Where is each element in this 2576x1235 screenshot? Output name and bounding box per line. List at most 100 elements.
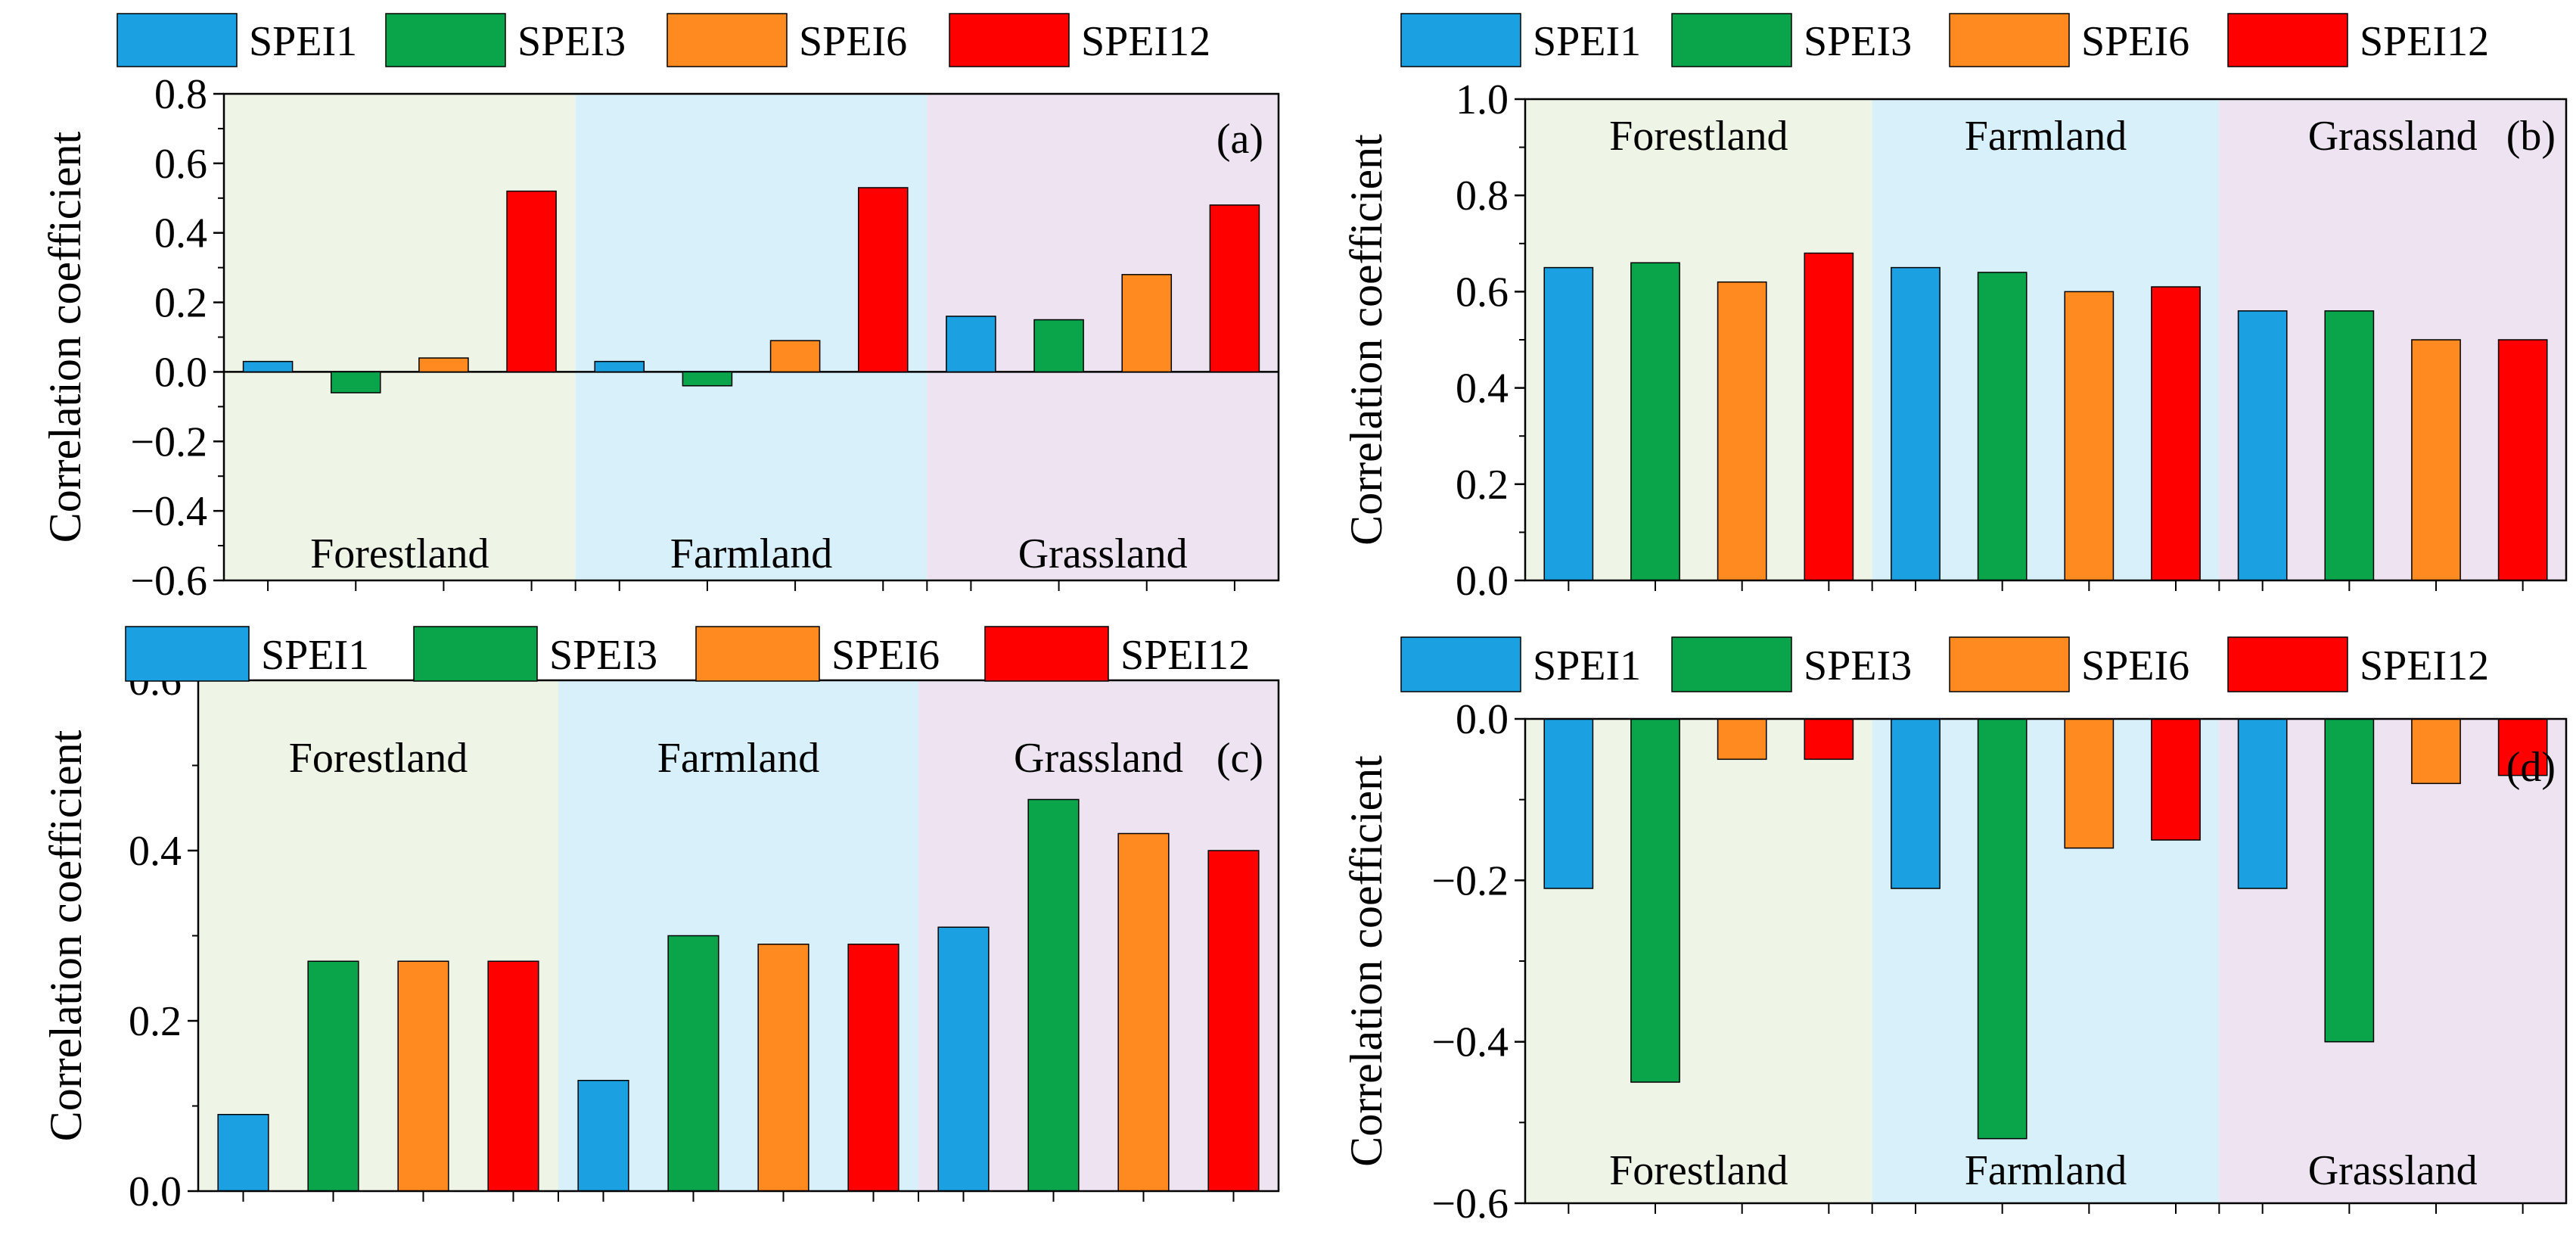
chart-b: 0.0 0.2 0.4 0.6 0.8 1.0 Forestland Farmland Gras… [1341,13,2568,605]
y-tick-label: −0.4 [1431,1019,1509,1066]
bar-spei1-grassland [946,316,996,373]
bar-spei1-farmland [594,360,645,373]
bar-spei1-forestland [1543,266,1594,581]
y-tick-label: 0.4 [1456,366,1509,412]
bar-spei12-farmland [857,187,909,373]
legend-swatch-spei12 [984,626,1109,682]
bar-spei3-farmland [1977,272,2028,581]
legend-swatch-spei6 [1949,636,2070,692]
legend-label-spei3: SPEI3 [1804,642,1912,689]
bar-spei12-forestland [487,960,539,1192]
legend-label-spei3: SPEI3 [1804,18,1912,65]
y-tick-label: 0.2 [154,280,207,327]
legend-label-spei12: SPEI12 [2360,18,2489,65]
region-label-forestland: Forestland [1609,113,1788,160]
bar-spei6-farmland [757,944,809,1192]
legend-label-spei1: SPEI1 [1533,18,1641,65]
legend-swatch-spei1 [117,13,238,67]
region-label-farmland: Farmland [670,530,833,577]
legend-label-spei3: SPEI3 [517,18,626,65]
bar-spei12-forestland [1804,718,1854,761]
legend-label-spei1: SPEI1 [261,632,369,679]
legend-swatch-spei6 [1949,13,2070,67]
y-tick-label: 0.0 [129,1168,182,1215]
y-tick-label: −0.4 [130,488,207,535]
y-tick-label: 0.8 [154,71,207,118]
legend-swatch-spei12 [2227,13,2348,67]
legend-swatch-spei3 [1671,13,1792,67]
region-label-grassland: Grassland [2308,1147,2478,1194]
bar-spei3-forestland [1630,262,1680,581]
legend-label-spei6: SPEI6 [2081,18,2189,65]
legend-swatch-spei3 [413,626,538,682]
legend: SPEI1 SPEI3 SPEI6 SPEI12 [117,13,1210,67]
bar-spei6-forestland [1717,281,1767,581]
y-axis-title: Correlation coefficient [1341,134,1391,546]
legend: SPEI1 SPEI3 SPEI6 SPEI12 [125,626,1250,682]
bar-spei6-farmland [2064,718,2115,849]
legend-swatch-spei3 [385,13,506,67]
region-label-forestland: Forestland [289,735,468,782]
bar-spei3-forestland [307,960,359,1192]
legend-label-spei6: SPEI6 [799,18,907,65]
y-tick-label: 0.2 [129,998,182,1045]
bar-spei6-forestland [418,357,469,373]
bar-spei3-grassland [2324,718,2375,1043]
bar-spei12-forestland [506,190,557,373]
bar-spei12-farmland [2151,718,2201,841]
y-tick-label: 1.0 [1456,76,1509,123]
bar-spei6-grassland [1121,274,1173,373]
bar-spei12-grassland [2497,718,2548,776]
bar-spei6-grassland [1117,832,1170,1192]
legend-swatch-spei3 [1671,636,1792,692]
panel-label: (c) [1217,735,1263,782]
region-label-farmland: Farmland [657,735,820,782]
bar-spei1-farmland [1891,266,1941,581]
bar-spei3-farmland [667,935,719,1192]
bar-spei12-forestland [1804,252,1854,581]
bar-spei6-forestland [1717,718,1767,761]
y-tick-label: 0.4 [129,828,182,875]
legend-swatch-spei6 [695,626,820,682]
region-label-farmland: Farmland [1965,1147,2127,1194]
legend-swatch-spei6 [667,13,788,67]
bar-spei3-grassland [1033,319,1084,373]
y-tick-label: −0.2 [130,418,207,465]
bar-spei12-farmland [2151,286,2201,581]
legend-label-spei3: SPEI3 [549,632,657,679]
y-tick-label: 0.4 [154,210,207,257]
bar-spei1-forestland [217,1114,269,1192]
panel-label: (d) [2506,744,2556,791]
panel-label: (a) [1217,116,1263,163]
y-tick-label: −0.6 [1431,1181,1509,1227]
bar-spei3-grassland [2324,310,2375,581]
legend-swatch-spei12 [949,13,1070,67]
bar-spei6-forestland [397,960,449,1192]
region-label-forestland: Forestland [1609,1147,1788,1194]
legend-label-spei6: SPEI6 [2081,642,2189,689]
bar-spei3-forestland [1630,718,1680,1083]
region-label-forestland: Forestland [310,530,489,577]
region-label-farmland: Farmland [1965,113,2127,160]
y-tick-label: 0.0 [154,349,207,396]
legend-label-spei12: SPEI12 [1120,632,1250,679]
y-axis-title: Correlation coefficient [40,131,90,543]
bar-spei6-farmland [769,340,821,373]
y-tick-label: 0.0 [1456,696,1509,743]
y-axis-title: Correlation coefficient [41,729,91,1141]
bar-spei12-farmland [847,944,900,1192]
bar-spei1-grassland [2237,310,2288,581]
legend-label-spei12: SPEI12 [2360,642,2489,689]
legend-swatch-spei1 [1400,636,1521,692]
bar-spei6-grassland [2411,718,2461,785]
y-tick-label: 0.2 [1456,462,1509,509]
bar-spei1-farmland [1891,718,1941,889]
bar-spei1-forestland [242,360,294,373]
chart-a: −0.6 −0.4 −0.2 0.0 0.2 0.4 0.6 0.8 Forestland Far… [40,13,1280,605]
panel-label: (b) [2506,113,2556,160]
bar-spei1-forestland [1543,718,1594,889]
region-label-grassland: Grassland [1018,530,1188,577]
bar-spei1-grassland [937,926,990,1192]
